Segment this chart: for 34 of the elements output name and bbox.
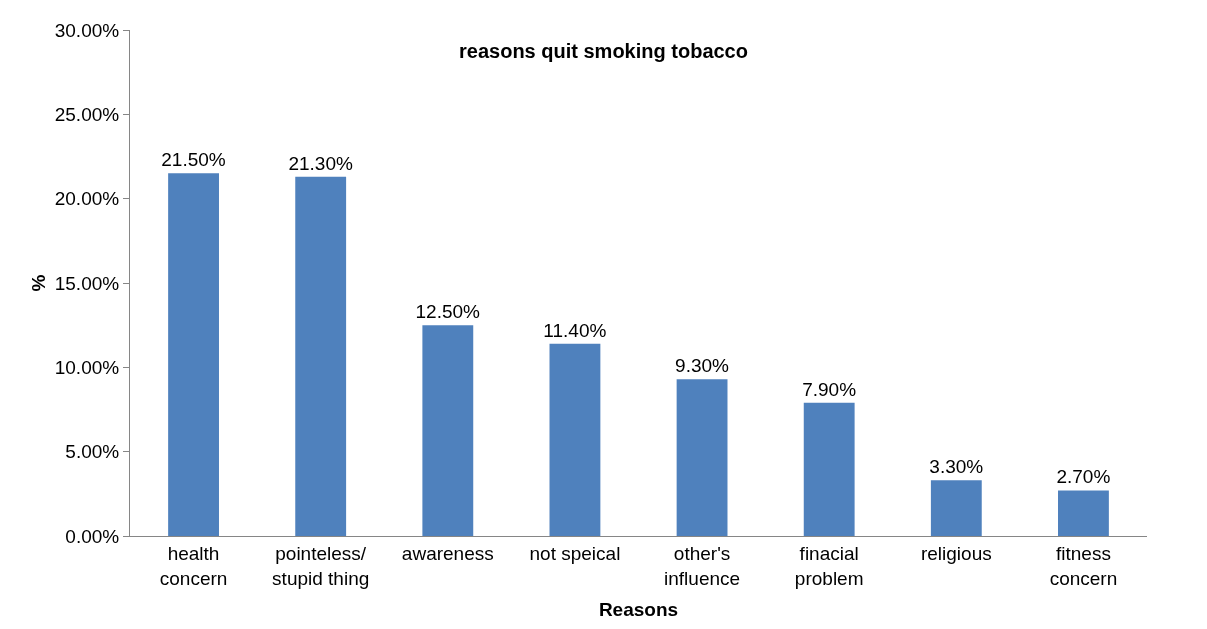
data-label: 21.30% xyxy=(288,152,353,174)
bar xyxy=(549,343,601,536)
data-label: 21.50% xyxy=(161,149,226,171)
y-axis-title: % xyxy=(27,274,49,292)
y-tick-label: 30.00% xyxy=(54,19,120,41)
bar xyxy=(1058,490,1109,536)
y-tick-label: 20.00% xyxy=(54,188,120,210)
x-tick-label: fitness concern xyxy=(1049,542,1118,589)
bar xyxy=(295,176,347,536)
x-tick-label: other's influence xyxy=(664,542,741,589)
data-label: 9.30% xyxy=(675,355,730,377)
x-tick-label: pointeless/ stupid thing xyxy=(272,542,370,589)
data-label: 7.90% xyxy=(802,378,857,400)
x-tick-label: religious xyxy=(920,542,992,564)
y-tick-label: 0.00% xyxy=(65,525,120,547)
bar xyxy=(676,379,728,536)
x-tick-label: finacial problem xyxy=(794,542,864,589)
bar xyxy=(422,325,474,536)
data-label: 11.40% xyxy=(543,319,607,341)
y-tick-label: 15.00% xyxy=(54,272,120,294)
bar xyxy=(930,480,982,536)
data-label: 12.50% xyxy=(415,301,481,323)
bar xyxy=(168,173,219,536)
data-label: 2.70% xyxy=(1056,466,1111,488)
y-tick-label: 25.00% xyxy=(54,103,120,125)
x-tick-label: not speical xyxy=(529,542,621,564)
text: reasons quit smoking tobacco xyxy=(459,40,748,63)
y-tick-label: 10.00% xyxy=(54,356,120,378)
bar xyxy=(803,402,855,536)
y-tick-label: 5.00% xyxy=(65,441,120,463)
x-axis-title: Reasons xyxy=(598,599,679,621)
x-tick-label: health concern xyxy=(159,542,228,589)
x-tick-label: awareness xyxy=(401,542,494,564)
data-label: 3.30% xyxy=(929,456,984,478)
